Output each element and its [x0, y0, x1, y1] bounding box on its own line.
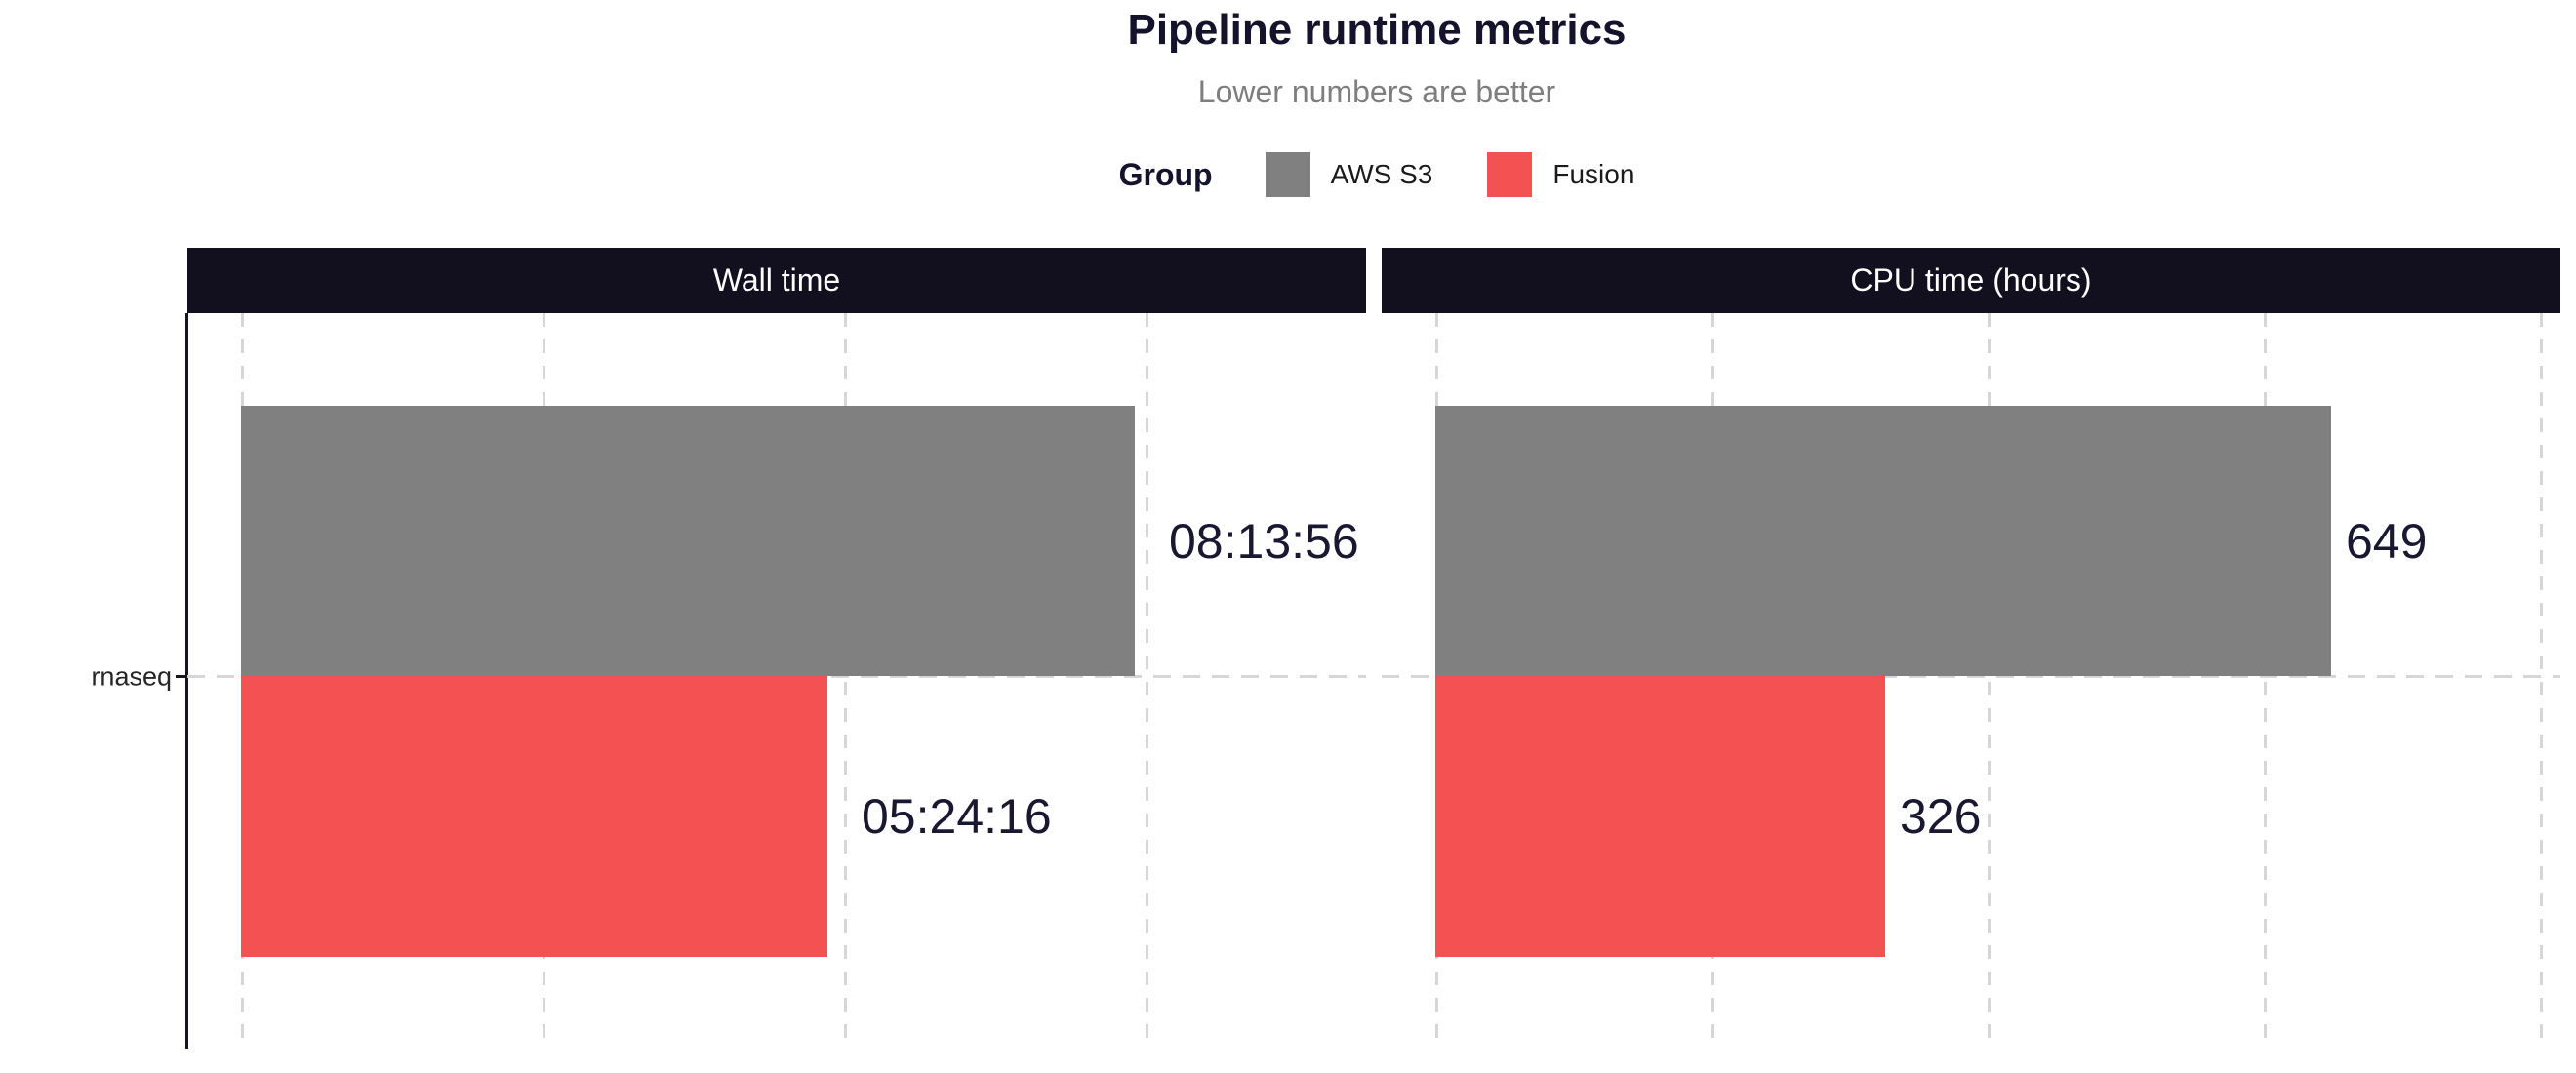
- bar-value-label-wall-time-fusion: 05:24:16: [862, 789, 1052, 844]
- chart-title: Pipeline runtime metrics: [1127, 6, 1627, 54]
- vertical-gridline: [844, 313, 847, 1049]
- legend-swatch-fusion: [1487, 152, 1533, 197]
- bar-cpu-time-hours-fusion: [1435, 676, 1885, 957]
- facet-panel-cpu-time-hours: 649 326: [1382, 313, 2560, 1049]
- legend-item-fusion: Fusion: [1487, 152, 1634, 197]
- facet-strip-cpu-time-hours: CPU time (hours): [1382, 248, 2560, 313]
- bar-wall-time-aws-s3: [241, 406, 1135, 676]
- bar-value-label-cpu-time-hours-aws-s3: 649: [2346, 513, 2428, 569]
- vertical-gridline: [2540, 313, 2543, 1049]
- legend-swatch-aws-s3: [1265, 152, 1310, 197]
- legend-title: Group: [1118, 156, 1213, 192]
- vertical-gridline: [2264, 313, 2267, 1049]
- facet-panel-wall-time: 08:13:56 05:24:16: [187, 313, 1366, 1049]
- legend-label-fusion: Fusion: [1552, 159, 1635, 189]
- bar-value-label-cpu-time-hours-fusion: 326: [1900, 789, 1982, 844]
- bar-cpu-time-hours-aws-s3: [1435, 406, 2331, 676]
- chart-subtitle: Lower numbers are better: [1197, 74, 1556, 109]
- y-axis-tick-label: rnaseq: [91, 661, 172, 692]
- legend-item-aws-s3: AWS S3: [1265, 152, 1433, 197]
- horizontal-gridline: [1382, 675, 2560, 678]
- bar-value-label-wall-time-aws-s3: 08:13:56: [1169, 513, 1359, 569]
- y-axis-tick-mark: [176, 675, 185, 678]
- bar-wall-time-fusion: [241, 676, 827, 957]
- legend-label-aws-s3: AWS S3: [1330, 159, 1433, 189]
- facet-strip-wall-time: Wall time: [187, 248, 1366, 313]
- vertical-gridline: [1146, 313, 1148, 1049]
- vertical-gridline: [1988, 313, 1991, 1049]
- legend: Group AWS S3 Fusion: [187, 151, 2566, 198]
- y-axis-line: [185, 313, 188, 1049]
